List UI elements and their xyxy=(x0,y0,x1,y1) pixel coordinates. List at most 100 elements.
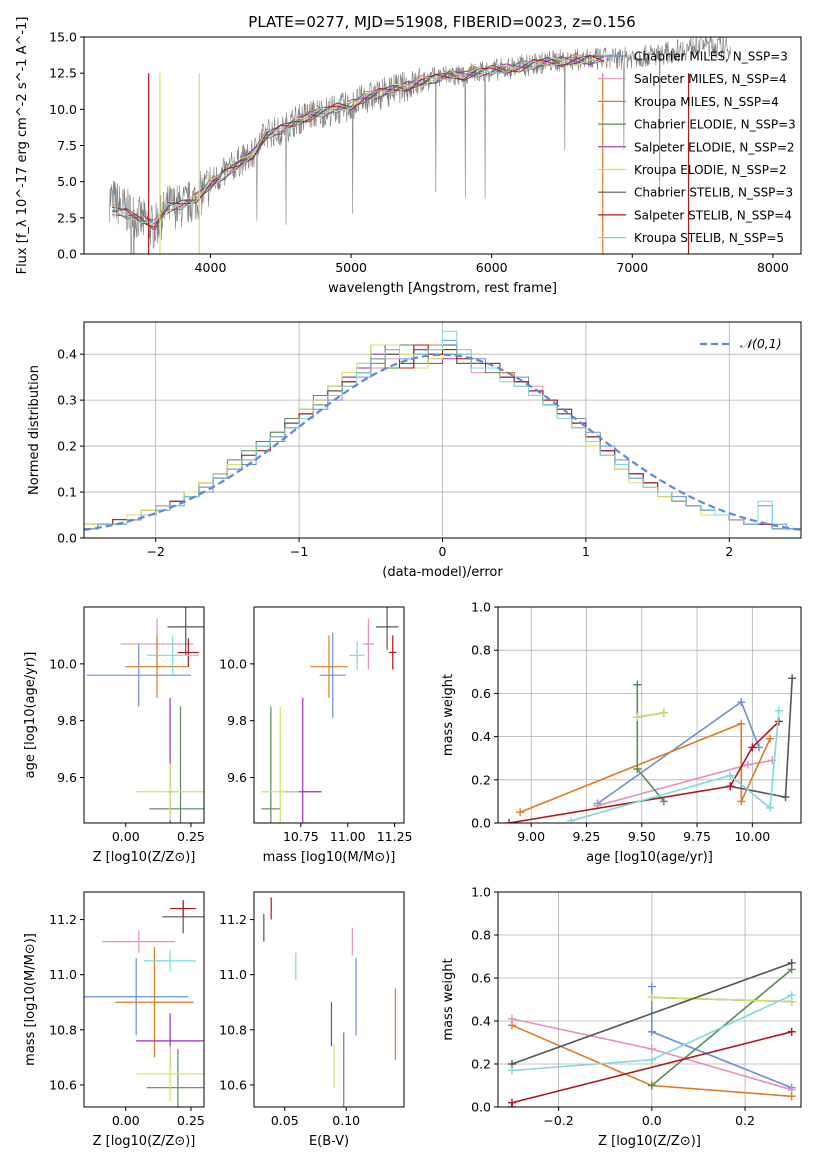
mass-weight-line xyxy=(636,684,665,802)
y-tick-label: 10.0 xyxy=(219,656,247,671)
axes-frame xyxy=(253,891,405,1108)
x-tick-label: 5000 xyxy=(335,260,367,275)
mass-weight-marker xyxy=(787,1092,796,1101)
axes-frame xyxy=(83,606,205,824)
plot-area xyxy=(263,897,396,1107)
mass-weight-marker xyxy=(647,982,656,991)
mass-weight-marker xyxy=(766,734,775,743)
x-tick-label: 6000 xyxy=(476,260,508,275)
x-tick-label: 7000 xyxy=(616,260,648,275)
x-tick-label: 10.00 xyxy=(734,829,770,844)
y-tick-label: 0.2 xyxy=(57,439,77,454)
x-tick-label: 0.2 xyxy=(735,1113,755,1128)
y-tick-label: 7.5 xyxy=(57,138,77,153)
y-tick-label: 10.0 xyxy=(49,102,77,117)
mass-weight-marker xyxy=(788,674,797,683)
mass-weight-marker xyxy=(737,698,746,707)
y-tick-label: 0.2 xyxy=(471,1057,491,1072)
legend-entry: Chabrier STELIB, N_SSP=3 xyxy=(634,186,793,200)
x-axis-label: (data-model)/error xyxy=(382,565,503,580)
mass-weight-marker xyxy=(566,816,575,823)
y-tick-label: 0.3 xyxy=(57,393,77,408)
y-tick-label: 11.2 xyxy=(219,912,247,927)
mass-weight-marker xyxy=(647,993,656,1002)
y-tick-label: 2.5 xyxy=(57,210,77,225)
mass-weight-marker xyxy=(659,708,668,717)
model-spectrum-line xyxy=(111,55,605,231)
mass-weight-marker xyxy=(647,1027,656,1036)
plot-area xyxy=(86,607,204,823)
legend-entry: Kroupa ELODIE, N_SSP=2 xyxy=(634,163,787,177)
x-tick-label: 0.00 xyxy=(112,829,140,844)
y-tick-label: 9.6 xyxy=(57,770,77,785)
mass-weight-marker xyxy=(781,793,790,802)
model-spectrum-line xyxy=(111,53,605,221)
mass-weight-marker xyxy=(726,771,735,780)
mass-weight-line xyxy=(651,996,792,1003)
y-tick-label: 0.0 xyxy=(57,247,77,262)
y-tick-label: 0.4 xyxy=(57,347,77,362)
y-axis-label: Normed distribution xyxy=(27,365,42,495)
y-tick-label: 0.4 xyxy=(471,729,491,744)
x-tick-label: 8000 xyxy=(757,260,789,275)
model-spectrum-line xyxy=(112,55,605,228)
mass-weight-marker xyxy=(505,819,514,823)
residual-histogram-panel: −2 −1 0 1 2 0.0 0.1 0.2 0.3 0.4 (data-model)/error… xyxy=(27,321,802,580)
axes-frame xyxy=(497,606,802,824)
legend-entry: 𝒩(0,1) xyxy=(740,336,782,351)
mass-weight-marker xyxy=(507,1066,516,1075)
y-tick-label: 0.0 xyxy=(471,816,491,831)
weight-vs-age-panel: 9.00 9.25 9.50 9.75 10.00 0.0 0.2 0.4 0.6 0.8 1.0 a… xyxy=(441,600,802,865)
mass-weight-marker xyxy=(633,680,642,689)
y-tick-label: 0.1 xyxy=(57,485,77,500)
model-spectrum-line xyxy=(111,54,605,223)
mass-weight-marker xyxy=(647,1081,656,1090)
mass-weight-marker xyxy=(633,765,642,773)
y-tick-label: 12.5 xyxy=(49,66,77,81)
mass-weight-marker xyxy=(743,760,752,769)
mass-weight-line xyxy=(570,710,780,822)
axes-frame xyxy=(497,891,802,1108)
mass-weight-line xyxy=(511,962,792,1065)
y-tick-label: 0.8 xyxy=(471,643,491,658)
x-axis-label: mass [log10(M/M⊙)] xyxy=(263,850,396,865)
y-tick-label: 10.6 xyxy=(49,1077,77,1092)
y-tick-label: 15.0 xyxy=(49,30,77,45)
age-vs-metallicity-panel: 0.00 0.25 9.6 9.8 10.0 Z [log10(Z/Z⊙)] age [lo… xyxy=(23,606,205,865)
x-tick-label: 11.00 xyxy=(330,829,366,844)
x-tick-label: −1 xyxy=(290,544,308,559)
mass-weight-marker xyxy=(507,1098,516,1107)
y-axis-label: age [log10(age/yr)] xyxy=(23,652,38,779)
mass-weight-marker xyxy=(787,1027,796,1036)
x-tick-label: 0.25 xyxy=(177,829,205,844)
x-axis-label: Z [log10(Z/Z⊙)] xyxy=(93,850,196,865)
legend-entry: Salpeter MILES, N_SSP=4 xyxy=(634,72,787,86)
legend-entry: Chabrier ELODIE, N_SSP=3 xyxy=(634,118,796,132)
mass-weight-line xyxy=(637,712,665,718)
legend-entry: Salpeter STELIB, N_SSP=4 xyxy=(634,208,792,222)
y-tick-label: 10.8 xyxy=(49,1022,77,1037)
mass-weight-marker xyxy=(647,1055,656,1064)
mass-weight-marker xyxy=(516,808,525,817)
mass-weight-marker xyxy=(748,743,757,752)
x-tick-label: 11.25 xyxy=(377,829,413,844)
x-tick-label: 2 xyxy=(725,544,733,559)
x-tick-label: −0.2 xyxy=(543,1113,573,1128)
mass-weight-marker xyxy=(659,797,668,806)
y-tick-label: 10.0 xyxy=(49,656,77,671)
x-tick-label: 9.00 xyxy=(517,829,545,844)
x-axis-label: E(B-V) xyxy=(309,1134,349,1149)
histogram-step-line xyxy=(84,330,801,538)
x-tick-label: 0.25 xyxy=(177,1113,205,1128)
plot-area xyxy=(84,330,801,538)
x-tick-label: 10.75 xyxy=(283,829,319,844)
mass-weight-marker xyxy=(774,706,783,715)
y-tick-label: 11.0 xyxy=(219,967,247,982)
legend-entry: Kroupa MILES, N_SSP=4 xyxy=(634,95,779,109)
x-axis-label: age [log10(age/yr)] xyxy=(586,850,713,865)
y-axis-label: mass weight xyxy=(441,958,456,1040)
histogram-step-line xyxy=(84,344,801,538)
x-tick-label: 0.10 xyxy=(332,1113,360,1128)
y-tick-label: 0.2 xyxy=(471,772,491,787)
